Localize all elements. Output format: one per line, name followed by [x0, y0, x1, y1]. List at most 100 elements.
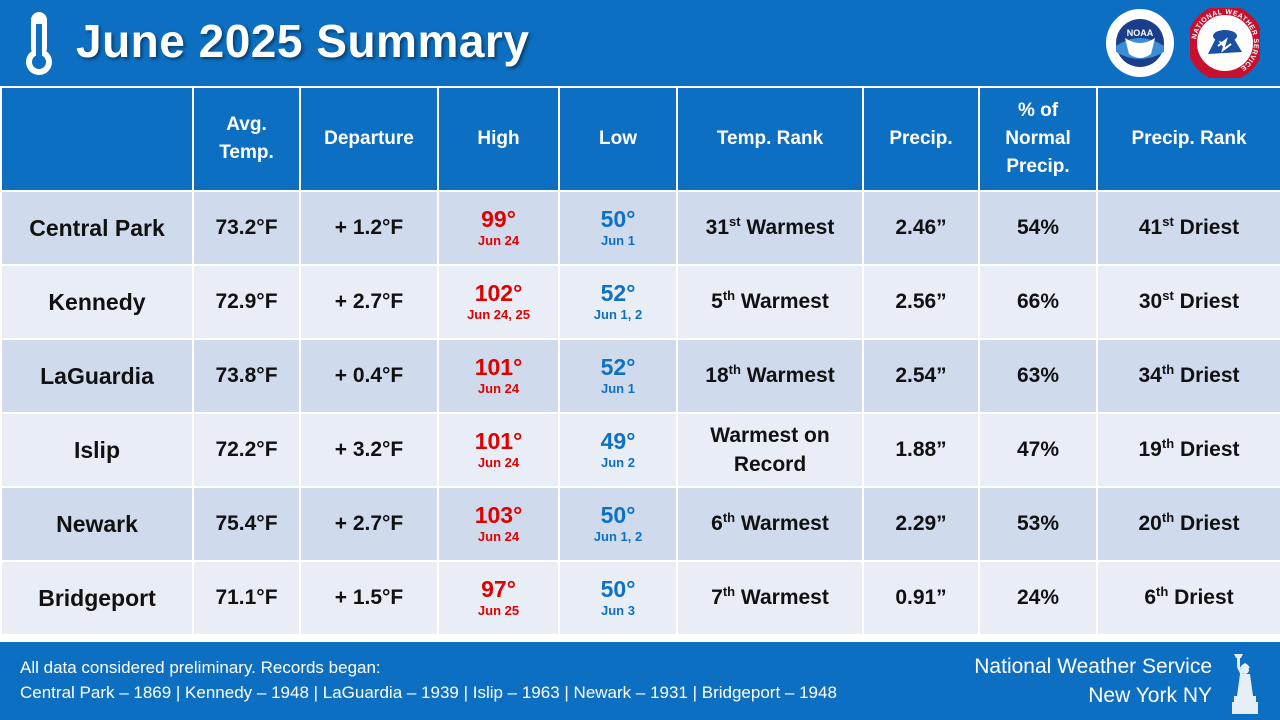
departure: + 1.5°F: [299, 560, 439, 636]
high-date: Jun 24: [477, 455, 520, 470]
avg-temp: 71.1°F: [192, 560, 301, 636]
low-date: Jun 2: [601, 455, 635, 470]
agency-name: National Weather Service: [974, 655, 1212, 678]
temp-rank: 6th Warmest: [676, 486, 864, 562]
temp-rank: 31st Warmest: [676, 190, 864, 266]
temp-rank: Warmest on Record: [676, 412, 864, 488]
precip: 2.29”: [862, 486, 980, 562]
high-cell: 103° Jun 24: [437, 486, 560, 562]
high-cell: 99° Jun 24: [437, 190, 560, 266]
noaa-logo: NOAA: [1106, 9, 1174, 77]
pct-normal: 63%: [978, 338, 1098, 414]
table-row: Newark 75.4°F + 2.7°F 103° Jun 24 50° Jun …: [0, 486, 1280, 562]
high-cell: 101° Jun 24: [437, 412, 560, 488]
station-name: Central Park: [0, 190, 194, 266]
high-cell: 101° Jun 24: [437, 338, 560, 414]
avg-temp: 72.9°F: [192, 264, 301, 340]
high-value: 101°: [474, 354, 523, 380]
precip-rank: 6th Driest: [1096, 560, 1280, 636]
departure: + 1.2°F: [299, 190, 439, 266]
low-cell: 50° Jun 1, 2: [558, 486, 678, 562]
high-value: 99°: [481, 206, 516, 232]
low-date: Jun 1: [601, 381, 635, 396]
precip-rank: 41st Driest: [1096, 190, 1280, 266]
avg-temp: 75.4°F: [192, 486, 301, 562]
table-header-row: Avg. Temp. Departure High Low Temp. Rank …: [0, 86, 1280, 192]
high-cell: 102° Jun 24, 25: [437, 264, 560, 340]
header-pct-normal: % of Normal Precip.: [978, 86, 1098, 192]
records-began-list: Central Park – 1869 | Kennedy – 1948 | L…: [20, 683, 837, 702]
avg-temp: 73.8°F: [192, 338, 301, 414]
station-name: Bridgeport: [0, 560, 194, 636]
header-bar: June 2025 Summary NOAA NATIONAL WEATHER …: [0, 0, 1280, 86]
table-row: LaGuardia 73.8°F + 0.4°F 101° Jun 24 52° J…: [0, 338, 1280, 414]
temp-rank: 5th Warmest: [676, 264, 864, 340]
departure: + 2.7°F: [299, 486, 439, 562]
low-value: 52°: [600, 354, 636, 380]
low-date: Jun 3: [601, 603, 635, 618]
pct-normal: 24%: [978, 560, 1098, 636]
high-value: 102°: [474, 280, 523, 306]
low-cell: 52° Jun 1, 2: [558, 264, 678, 340]
precip: 2.54”: [862, 338, 980, 414]
pct-normal: 47%: [978, 412, 1098, 488]
high-value: 103°: [474, 502, 523, 528]
header-departure: Departure: [299, 86, 439, 192]
station-name: LaGuardia: [0, 338, 194, 414]
header-avg-temp: Avg. Temp.: [192, 86, 301, 192]
precip-rank: 34th Driest: [1096, 338, 1280, 414]
low-date: Jun 1, 2: [593, 307, 643, 322]
avg-temp: 72.2°F: [192, 412, 301, 488]
precip: 1.88”: [862, 412, 980, 488]
header-low: Low: [558, 86, 678, 192]
table-row: Islip 72.2°F + 3.2°F 101° Jun 24 49° Jun 2…: [0, 412, 1280, 488]
station-name: Kennedy: [0, 264, 194, 340]
temp-rank: 18th Warmest: [676, 338, 864, 414]
statue-of-liberty-icon: [1232, 654, 1258, 714]
summary-table: Avg. Temp. Departure High Low Temp. Rank …: [0, 86, 1280, 636]
office-name: New York NY: [1088, 684, 1212, 707]
high-date: Jun 24: [477, 381, 520, 396]
header-station: [0, 86, 194, 192]
table-row: Bridgeport 71.1°F + 1.5°F 97° Jun 25 50° J…: [0, 560, 1280, 636]
page-title: June 2025 Summary: [76, 15, 530, 67]
precip: 2.46”: [862, 190, 980, 266]
high-date: Jun 24: [477, 233, 520, 248]
pct-normal: 66%: [978, 264, 1098, 340]
thermometer-icon: [26, 12, 52, 75]
departure: + 3.2°F: [299, 412, 439, 488]
precip: 0.91”: [862, 560, 980, 636]
low-value: 50°: [600, 206, 636, 232]
departure: + 2.7°F: [299, 264, 439, 340]
low-date: Jun 1: [601, 233, 635, 248]
avg-temp: 73.2°F: [192, 190, 301, 266]
pct-normal: 54%: [978, 190, 1098, 266]
precip-rank: 20th Driest: [1096, 486, 1280, 562]
station-name: Islip: [0, 412, 194, 488]
precip: 2.56”: [862, 264, 980, 340]
high-date: Jun 25: [477, 603, 520, 618]
table-row: Kennedy 72.9°F + 2.7°F 102° Jun 24, 25 52…: [0, 264, 1280, 340]
footer-note: All data considered preliminary. Records…: [20, 658, 381, 677]
low-cell: 50° Jun 1: [558, 190, 678, 266]
high-cell: 97° Jun 25: [437, 560, 560, 636]
nws-logo: NATIONAL WEATHER SERVICE: [1190, 8, 1260, 78]
departure: + 0.4°F: [299, 338, 439, 414]
high-value: 101°: [474, 428, 523, 454]
low-value: 50°: [600, 502, 636, 528]
high-date: Jun 24: [477, 529, 520, 544]
low-cell: 49° Jun 2: [558, 412, 678, 488]
low-value: 49°: [600, 428, 636, 454]
station-name: Newark: [0, 486, 194, 562]
temp-rank: 7th Warmest: [676, 560, 864, 636]
low-value: 50°: [600, 576, 636, 602]
header-high: High: [437, 86, 560, 192]
low-value: 52°: [600, 280, 636, 306]
pct-normal: 53%: [978, 486, 1098, 562]
precip-rank: 30st Driest: [1096, 264, 1280, 340]
header-temp-rank: Temp. Rank: [676, 86, 864, 192]
high-value: 97°: [481, 576, 516, 602]
footer-bar: All data considered preliminary. Records…: [0, 642, 1280, 720]
header-precip-rank: Precip. Rank: [1096, 86, 1280, 192]
table-row: Central Park 73.2°F + 1.2°F 99° Jun 24 50…: [0, 190, 1280, 266]
